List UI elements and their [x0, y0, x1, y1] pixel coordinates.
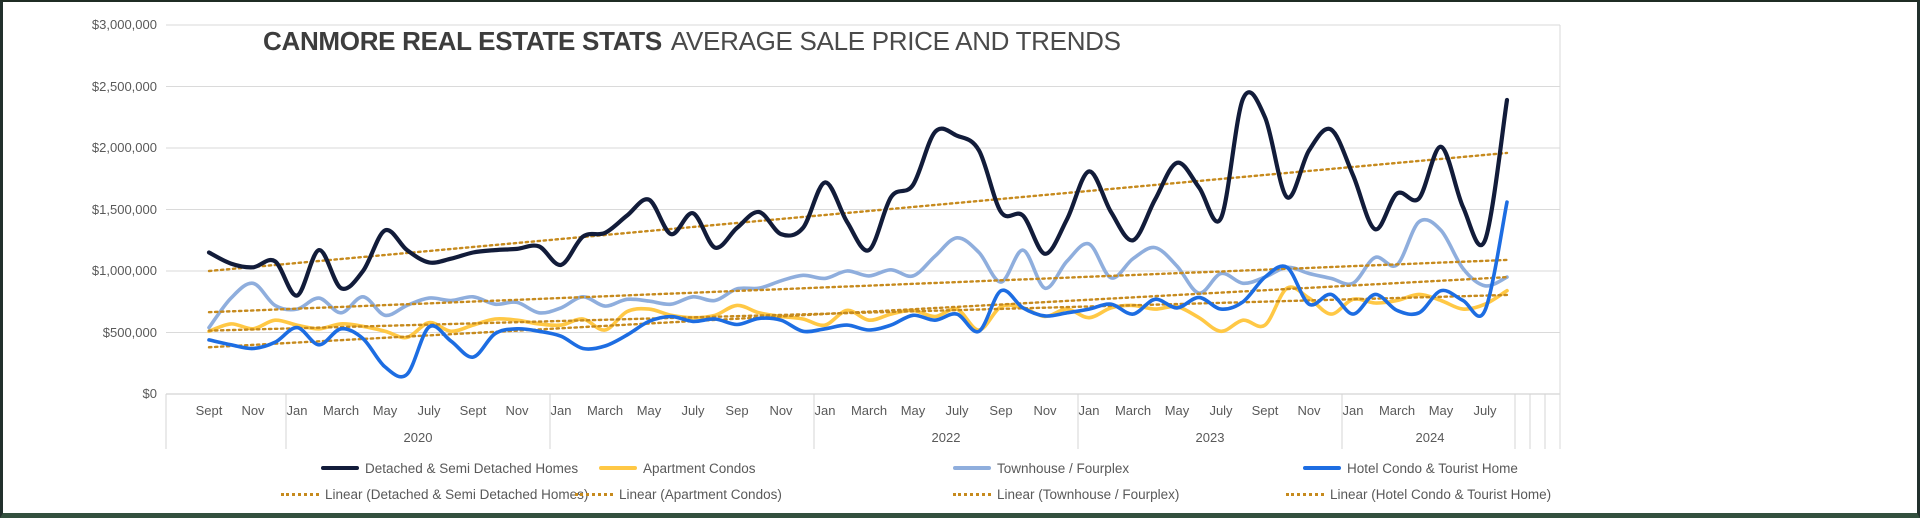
legend-label-townhouse: Townhouse / Fourplex — [997, 461, 1130, 476]
x-axis-month-label: July — [417, 403, 441, 418]
legend-marker-apartment — [599, 466, 637, 470]
legend-label-linear-townhouse: Linear (Townhouse / Fourplex) — [997, 487, 1180, 502]
series-line-apartment-condos — [207, 285, 1509, 340]
x-axis-month-label: July — [945, 403, 969, 418]
x-axis-month-label: Nov — [1297, 403, 1321, 418]
x-axis-month-label: Sep — [989, 403, 1013, 418]
x-axis-month-label: July — [1473, 403, 1497, 418]
x-axis-year-label: 2023 — [1195, 430, 1225, 445]
x-axis-month-label: May — [1164, 403, 1190, 418]
x-axis-month-label: March — [322, 403, 360, 418]
trendline-3 — [207, 275, 1509, 349]
x-axis-month-label: Jan — [1078, 403, 1100, 418]
legend-label-detached: Detached & Semi Detached Homes — [365, 461, 579, 476]
x-axis-month-label: March — [1114, 403, 1152, 418]
x-axis-month-label: Sept — [459, 403, 487, 418]
legend-marker-detached — [321, 466, 359, 470]
x-axis-month-label: Jan — [814, 403, 836, 418]
legend-label-linear-detached: Linear (Detached & Semi Detached Homes) — [325, 487, 589, 502]
x-axis-month-label: Jan — [1342, 403, 1364, 418]
x-axis-month-label: May — [900, 403, 926, 418]
legend-label-hotel: Hotel Condo & Tourist Home — [1347, 461, 1518, 476]
x-axis-month-label: Jan — [550, 403, 572, 418]
x-axis-year-label: 2020 — [403, 430, 433, 445]
x-axis-month-label: Sep — [725, 403, 749, 418]
x-axis-year-label: 2022 — [931, 430, 961, 445]
x-axis-month-label: March — [1378, 403, 1416, 418]
x-axis-month-label: Nov — [1033, 403, 1057, 418]
legend-marker-linear-townhouse — [953, 493, 991, 496]
legend-marker-linear-apartment — [575, 493, 613, 496]
x-axis-month-label: May — [372, 403, 398, 418]
x-axis-month-label: Jan — [286, 403, 308, 418]
legend-marker-hotel — [1303, 466, 1341, 470]
x-axis-month-label: Sept — [195, 403, 223, 418]
series-line-hotel-condo-tourist-home — [207, 200, 1509, 379]
plot-area — [165, 24, 1561, 449]
x-axis-month-label: March — [850, 403, 888, 418]
x-axis-month-label: Sept — [1251, 403, 1279, 418]
chart-title-rest: AVERAGE SALE PRICE AND TRENDS — [670, 26, 1121, 56]
y-axis-tick-label: $1,500,000 — [91, 201, 157, 217]
x-axis-month-label: March — [586, 403, 624, 418]
series-line-detached-semi-detached — [206, 90, 1510, 298]
chart-title-bold: CANMORE REAL ESTATE STATS — [263, 26, 662, 56]
legend-marker-linear-hotel — [1286, 493, 1324, 496]
y-axis-tick-label: $2,000,000 — [91, 140, 157, 155]
x-axis-month-label: July — [1209, 403, 1233, 418]
legend-marker-townhouse — [953, 466, 991, 470]
y-axis-tick-label: $0 — [142, 386, 157, 401]
legend-marker-linear-detached — [281, 493, 319, 496]
x-axis-month-label: July — [681, 403, 705, 418]
chart-title: CANMORE REAL ESTATE STATS AVERAGE SALE PR… — [263, 26, 1121, 57]
x-axis-month-label: May — [636, 403, 662, 418]
x-axis-month-label: Nov — [241, 403, 265, 418]
x-axis-month-label: May — [1428, 403, 1454, 418]
trendline-0 — [207, 151, 1509, 273]
legend-label-apartment: Apartment Condos — [643, 461, 756, 476]
y-axis-tick-label: $2,500,000 — [91, 78, 157, 94]
y-axis-tick-label: $3,000,000 — [91, 17, 157, 32]
x-axis-month-label: Nov — [769, 403, 793, 418]
x-axis-month-label: Nov — [505, 403, 529, 418]
legend-label-linear-hotel: Linear (Hotel Condo & Tourist Home) — [1330, 487, 1552, 502]
legend-label-linear-apartment: Linear (Apartment Condos) — [619, 487, 782, 502]
x-axis-year-label: 2024 — [1415, 430, 1445, 445]
y-axis-tick-label: $500,000 — [102, 324, 157, 340]
y-axis-tick-label: $1,000,000 — [91, 263, 157, 278]
